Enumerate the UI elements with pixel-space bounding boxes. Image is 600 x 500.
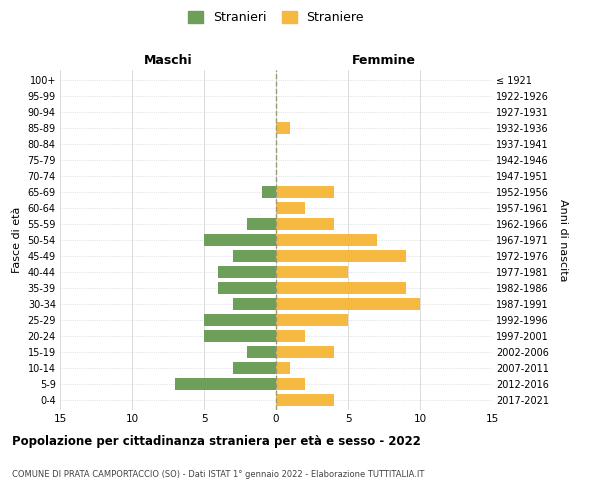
Bar [262, 186, 276, 198]
Bar [276, 362, 290, 374]
Text: Popolazione per cittadinanza straniera per età e sesso - 2022: Popolazione per cittadinanza straniera p… [12, 435, 421, 448]
Bar [276, 234, 377, 246]
Bar [276, 218, 334, 230]
Y-axis label: Fasce di età: Fasce di età [12, 207, 22, 273]
Bar [218, 282, 276, 294]
Bar [204, 234, 276, 246]
Bar [276, 250, 406, 262]
Bar [204, 330, 276, 342]
Bar [247, 218, 276, 230]
Bar [276, 314, 348, 326]
Text: Maschi: Maschi [143, 54, 193, 67]
Text: COMUNE DI PRATA CAMPORTACCIO (SO) - Dati ISTAT 1° gennaio 2022 - Elaborazione TU: COMUNE DI PRATA CAMPORTACCIO (SO) - Dati… [12, 470, 424, 479]
Bar [247, 346, 276, 358]
Bar [276, 346, 334, 358]
Bar [204, 314, 276, 326]
Bar [276, 266, 348, 278]
Bar [276, 186, 334, 198]
Bar [233, 298, 276, 310]
Bar [276, 330, 305, 342]
Bar [233, 250, 276, 262]
Text: Femmine: Femmine [352, 54, 416, 67]
Bar [233, 362, 276, 374]
Bar [276, 378, 305, 390]
Bar [175, 378, 276, 390]
Y-axis label: Anni di nascita: Anni di nascita [557, 198, 568, 281]
Bar [218, 266, 276, 278]
Bar [276, 298, 420, 310]
Bar [276, 122, 290, 134]
Legend: Stranieri, Straniere: Stranieri, Straniere [188, 11, 364, 24]
Bar [276, 282, 406, 294]
Bar [276, 202, 305, 214]
Bar [276, 394, 334, 406]
